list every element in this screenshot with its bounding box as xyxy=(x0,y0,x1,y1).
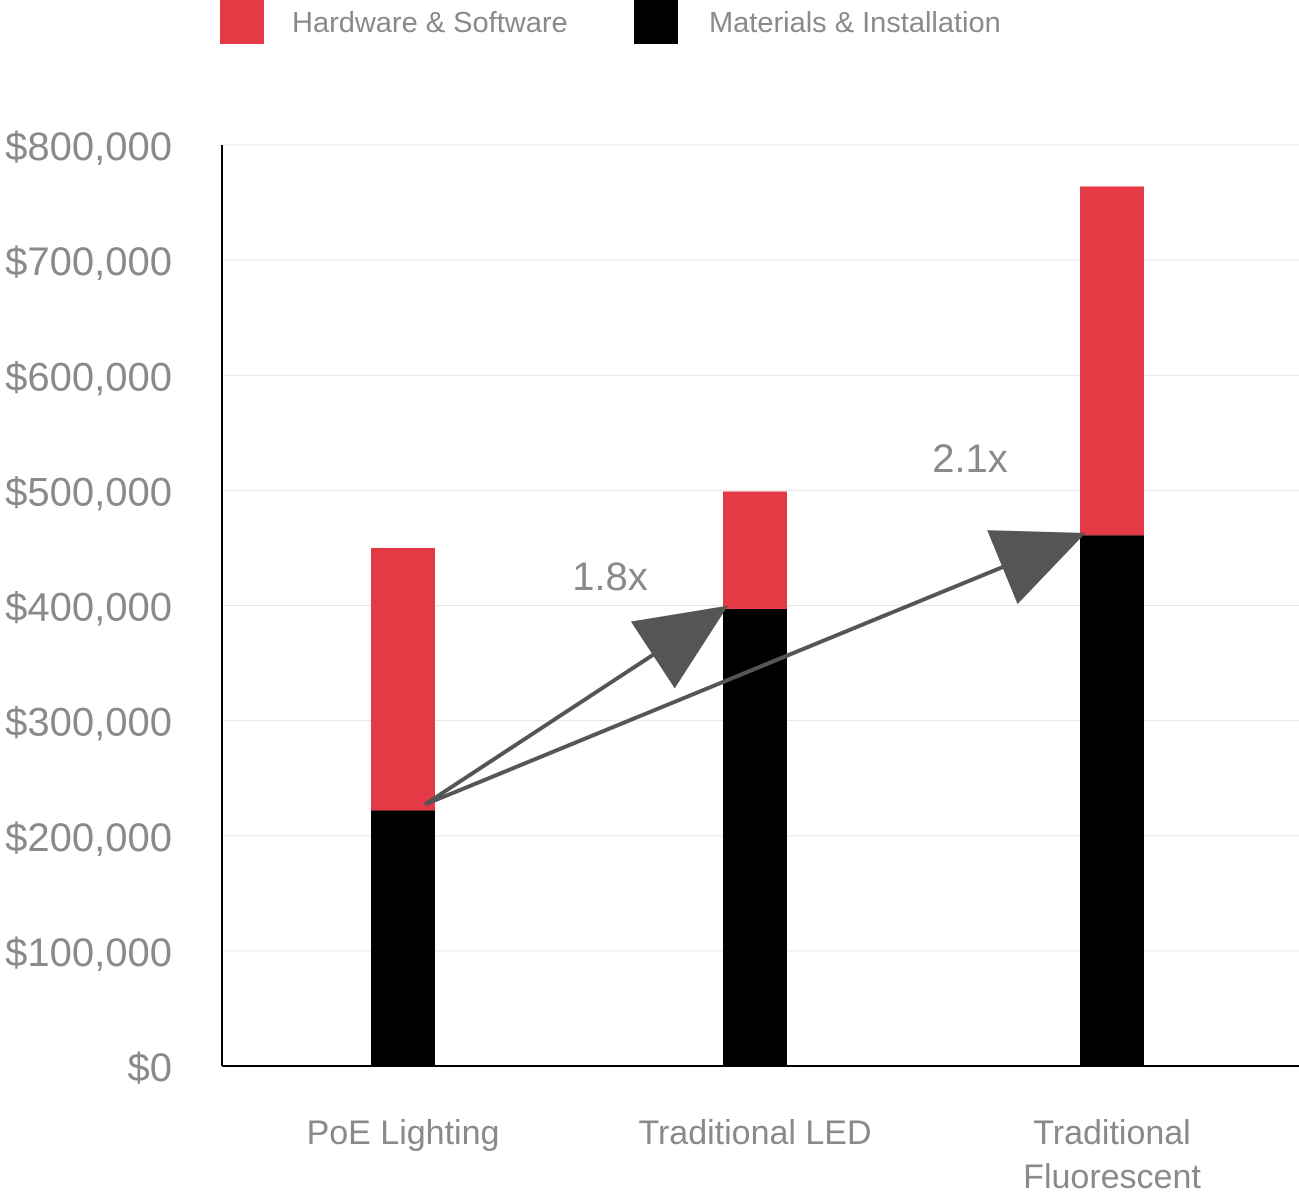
x-tick-label: PoE Lighting xyxy=(307,1114,500,1152)
legend-swatch xyxy=(220,0,264,44)
x-tick-label: Fluorescent xyxy=(1023,1158,1201,1196)
x-axis: PoE Lighting Traditional LED Traditional Fl… xyxy=(222,1065,1299,1196)
annotation-label: 1.8x xyxy=(572,555,648,599)
y-tick-label: $0 xyxy=(128,1046,173,1090)
annotation-label: 2.1x xyxy=(932,437,1008,481)
legend-label: Materials & Installation xyxy=(709,7,1001,39)
bar-segment xyxy=(371,547,435,811)
y-tick-label: $800,000 xyxy=(5,125,172,169)
y-tick-label: $200,000 xyxy=(5,816,172,860)
y-axis: $0 $100,000 $200,000 $300,000 $400,000 $500,0… xyxy=(5,125,223,1090)
annotation-arrow xyxy=(423,605,729,807)
bar-segment xyxy=(723,608,787,1066)
bar-segment xyxy=(1080,535,1144,1066)
legend-swatch xyxy=(634,0,678,44)
bar-segment xyxy=(1080,186,1144,536)
annotations: 1.8x 2.1x xyxy=(423,437,1086,807)
x-tick-label: Traditional xyxy=(1033,1114,1190,1152)
y-tick-label: $300,000 xyxy=(5,701,172,745)
bar-segment xyxy=(371,810,435,1066)
bar-segment xyxy=(723,491,787,609)
y-tick-label: $100,000 xyxy=(5,931,172,975)
bars xyxy=(371,186,1144,1066)
x-tick-label: Traditional LED xyxy=(638,1114,871,1152)
y-tick-label: $500,000 xyxy=(5,470,172,514)
annotation-arrow xyxy=(424,530,1086,807)
legend-label: Hardware & Software xyxy=(292,7,568,39)
legend: Hardware & Software Materials & Installat… xyxy=(220,0,1001,44)
y-tick-label: $600,000 xyxy=(5,355,172,399)
y-tick-label: $400,000 xyxy=(5,586,172,630)
y-tick-label: $700,000 xyxy=(5,240,172,284)
